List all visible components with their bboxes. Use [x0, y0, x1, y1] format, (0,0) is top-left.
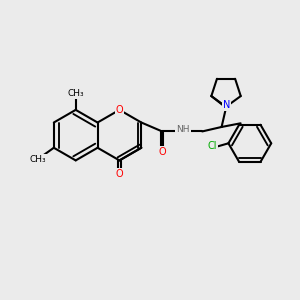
Text: Cl: Cl — [207, 141, 217, 151]
Text: O: O — [116, 169, 123, 179]
Text: CH₃: CH₃ — [68, 89, 84, 98]
Text: NH: NH — [176, 125, 190, 134]
Text: N: N — [223, 100, 230, 110]
Text: O: O — [158, 147, 166, 157]
Text: O: O — [116, 105, 123, 115]
Text: CH₃: CH₃ — [29, 155, 46, 164]
